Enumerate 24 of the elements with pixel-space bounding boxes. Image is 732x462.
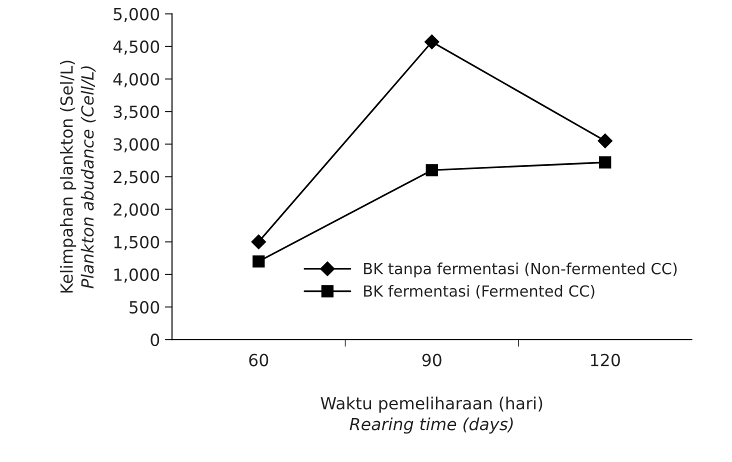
y-tick-label: 0 — [150, 334, 160, 346]
point — [252, 255, 265, 268]
y-tick-label: 4,000 — [113, 72, 160, 88]
x-tick-label: 60 — [249, 354, 268, 366]
point — [599, 156, 612, 168]
point — [426, 164, 438, 176]
y-axis-title: Kelimpahan plankton (Sel/L) Plankton abudance (Cell/L) — [60, 60, 96, 293]
y-tick-label: 5,000 — [114, 8, 160, 22]
point — [251, 234, 266, 250]
point — [598, 133, 613, 148]
point — [424, 34, 440, 50]
y-tick-label: 3,000 — [114, 138, 160, 152]
x-tick-label: 120 — [591, 354, 620, 366]
x-tick-label: 90 — [422, 354, 442, 366]
legend-label: BK tanpa fermentasi (Non-fermented CC) — [364, 262, 677, 278]
y-tick-label: 2,500 — [114, 170, 160, 185]
legend-label: BK fermentasi (Fermented CC) — [364, 284, 594, 299]
y-tick-label: 1,000 — [114, 268, 160, 283]
x-axis-title: Waktu pemeliharaan (hari) Rearing time (days) — [320, 396, 542, 434]
y-tick-label: 3,500 — [114, 106, 160, 120]
y-tick-label: 1,500 — [114, 236, 160, 250]
y-tick-label: 500 — [130, 300, 160, 314]
y-tick-label: 2,000 — [114, 203, 160, 218]
y-tick-label: 4,500 — [113, 40, 160, 55]
